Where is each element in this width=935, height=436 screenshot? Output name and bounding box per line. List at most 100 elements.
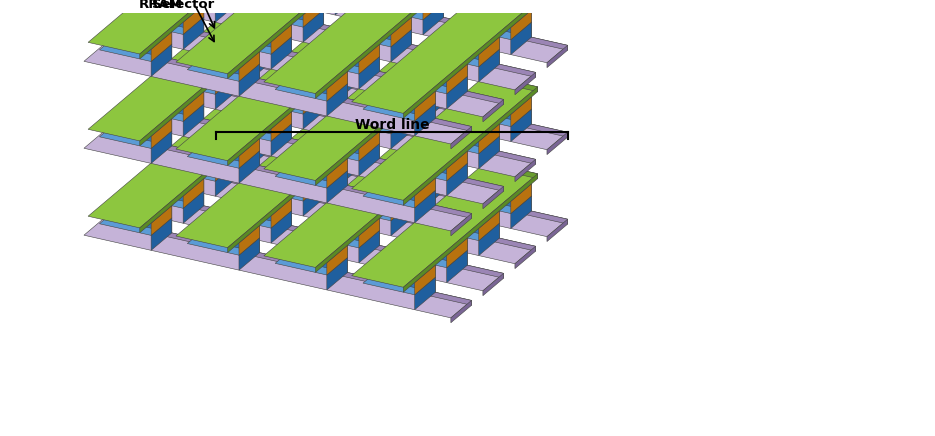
Polygon shape (227, 134, 362, 252)
Polygon shape (120, 107, 172, 131)
Polygon shape (151, 218, 172, 250)
Polygon shape (187, 214, 260, 243)
Polygon shape (137, 191, 504, 278)
Polygon shape (303, 85, 324, 114)
Polygon shape (208, 139, 260, 166)
Polygon shape (239, 139, 260, 168)
Polygon shape (308, 45, 380, 74)
Polygon shape (220, 13, 292, 42)
Polygon shape (511, 196, 531, 228)
Polygon shape (392, 153, 443, 176)
Polygon shape (164, 65, 236, 94)
Polygon shape (99, 119, 172, 148)
Polygon shape (247, 137, 268, 169)
Polygon shape (371, 153, 443, 181)
Polygon shape (451, 300, 471, 323)
Polygon shape (371, 78, 443, 107)
Polygon shape (227, 0, 362, 78)
Polygon shape (416, 226, 468, 250)
Polygon shape (360, 105, 411, 131)
Polygon shape (88, 103, 274, 228)
Polygon shape (132, 167, 204, 196)
Polygon shape (164, 140, 236, 169)
Polygon shape (447, 164, 468, 196)
Polygon shape (479, 124, 499, 153)
Polygon shape (328, 219, 380, 245)
Polygon shape (479, 136, 499, 169)
Polygon shape (187, 127, 260, 156)
Polygon shape (427, 125, 499, 153)
Polygon shape (392, 0, 443, 3)
Text: RRAM: RRAM (138, 0, 182, 11)
Polygon shape (515, 72, 536, 95)
Polygon shape (303, 171, 324, 201)
Polygon shape (184, 65, 236, 92)
Polygon shape (116, 191, 504, 291)
Polygon shape (335, 57, 356, 87)
Polygon shape (448, 199, 499, 223)
Polygon shape (363, 253, 436, 283)
Polygon shape (275, 159, 348, 188)
Polygon shape (152, 179, 204, 206)
Polygon shape (148, 0, 536, 90)
Polygon shape (511, 184, 531, 214)
Polygon shape (416, 152, 468, 178)
Polygon shape (220, 112, 292, 141)
Polygon shape (392, 78, 443, 104)
Polygon shape (391, 104, 411, 134)
Polygon shape (215, 0, 236, 22)
Polygon shape (391, 17, 411, 47)
Polygon shape (427, 37, 499, 67)
Polygon shape (240, 199, 292, 225)
Polygon shape (396, 65, 468, 94)
Polygon shape (459, 172, 531, 201)
Polygon shape (360, 18, 411, 44)
Polygon shape (315, 0, 450, 99)
Polygon shape (240, 112, 292, 139)
Polygon shape (120, 32, 172, 59)
Polygon shape (480, 184, 531, 211)
Polygon shape (208, 214, 260, 238)
Polygon shape (295, 246, 348, 272)
Polygon shape (208, 127, 260, 151)
Polygon shape (427, 25, 499, 54)
Polygon shape (335, 0, 356, 15)
Polygon shape (415, 191, 436, 223)
Polygon shape (391, 116, 411, 149)
Polygon shape (139, 114, 274, 233)
Polygon shape (176, 36, 362, 161)
Polygon shape (371, 0, 443, 20)
Polygon shape (415, 91, 436, 121)
Polygon shape (176, 0, 362, 74)
Polygon shape (271, 24, 292, 54)
Polygon shape (447, 76, 468, 109)
Polygon shape (116, 104, 504, 204)
Polygon shape (398, 55, 450, 72)
Polygon shape (271, 124, 292, 156)
Polygon shape (252, 172, 324, 201)
Polygon shape (132, 92, 204, 121)
Polygon shape (480, 85, 531, 109)
Polygon shape (416, 52, 468, 76)
Polygon shape (247, 50, 268, 82)
Polygon shape (359, 231, 380, 263)
Polygon shape (511, 97, 531, 126)
Polygon shape (359, 131, 380, 161)
Polygon shape (308, 33, 380, 62)
Polygon shape (215, 0, 236, 7)
Polygon shape (396, 238, 468, 268)
Polygon shape (223, 103, 274, 119)
Polygon shape (271, 112, 292, 141)
Polygon shape (486, 0, 538, 5)
Polygon shape (208, 40, 260, 64)
Polygon shape (164, 53, 236, 82)
Polygon shape (371, 65, 443, 95)
Polygon shape (184, 53, 236, 77)
Polygon shape (283, 58, 356, 87)
Polygon shape (283, 133, 356, 162)
Polygon shape (168, 164, 536, 251)
Polygon shape (363, 179, 436, 208)
Polygon shape (396, 226, 468, 255)
Polygon shape (328, 132, 380, 158)
Polygon shape (392, 165, 443, 191)
